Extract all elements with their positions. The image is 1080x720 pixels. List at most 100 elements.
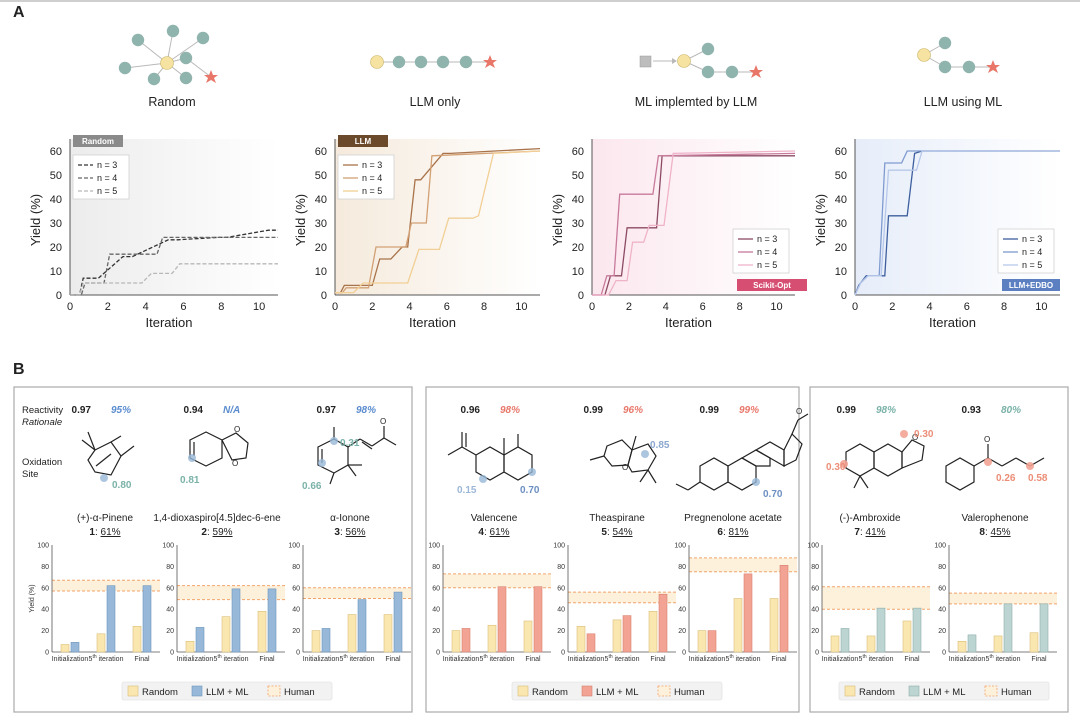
x-tick-label: 5th iteration bbox=[859, 654, 894, 663]
legend-label: n = 5 bbox=[362, 186, 382, 196]
bar-random bbox=[347, 614, 357, 653]
site-label: 0.58 bbox=[1028, 473, 1048, 484]
x-tick-label: 5th iteration bbox=[605, 654, 640, 663]
site-label: 0.81 bbox=[180, 475, 200, 486]
legend-swatch-human bbox=[267, 685, 281, 697]
y-tick-label: 20 bbox=[557, 628, 565, 635]
y-tick-label: 10 bbox=[572, 266, 584, 278]
molecule-headers: 0.97 95% (+)-α-Pinene 1: 61% 0.94 N/A 1,4-diox… bbox=[72, 405, 1029, 538]
bar-random bbox=[60, 644, 70, 653]
y-tick-label: 80 bbox=[678, 564, 686, 571]
bar-random bbox=[451, 630, 461, 653]
y-tick-label: 40 bbox=[50, 194, 62, 206]
x-tick-label: 10 bbox=[1035, 301, 1047, 313]
legend-label: n = 4 bbox=[362, 173, 382, 183]
legend-swatch-random bbox=[844, 685, 856, 697]
site-label: 0.66 bbox=[302, 481, 322, 492]
y-tick-label: 20 bbox=[166, 628, 174, 635]
label-llm-using-ml: LLM using ML bbox=[924, 95, 1003, 109]
bar-llm-ml bbox=[461, 628, 471, 653]
legend-box bbox=[337, 154, 395, 200]
site-label: 0.15 bbox=[457, 485, 477, 496]
svg-text:O: O bbox=[622, 463, 628, 472]
chart-badge bbox=[1002, 279, 1060, 291]
star-icon bbox=[204, 70, 218, 83]
human-band bbox=[949, 593, 1057, 604]
x-tick-label: Final bbox=[904, 656, 920, 663]
x-tick-label: Initialization bbox=[443, 656, 480, 663]
structure-pregnenolone: O bbox=[675, 407, 809, 491]
bar-chart-5: 0 20 40 60 80 100 Initialization 5th iteration F… bbox=[553, 543, 676, 663]
series-line-1 bbox=[70, 229, 278, 296]
legend-box bbox=[72, 154, 130, 200]
x-tick-label: 5th iteration bbox=[480, 654, 515, 663]
human-band bbox=[177, 585, 285, 600]
bar-random bbox=[957, 640, 967, 653]
x-tick-label: 4 bbox=[926, 301, 932, 313]
y-tick-label: 50 bbox=[835, 170, 847, 182]
molecule-yield: 1: 61% bbox=[89, 527, 120, 538]
rationale-score: 98% bbox=[500, 405, 520, 416]
reactivity-score: 0.99 bbox=[700, 405, 720, 416]
y-tick-label: 100 bbox=[428, 543, 440, 550]
y-tick-label: 40 bbox=[166, 607, 174, 614]
reactivity-score: 0.99 bbox=[837, 405, 857, 416]
schematic-llm-using-ml bbox=[917, 36, 1000, 74]
svg-text:O: O bbox=[232, 459, 238, 468]
x-tick-label: Initialization bbox=[949, 656, 986, 663]
y-tick-label: 100 bbox=[288, 543, 300, 550]
y-tick-label: 30 bbox=[315, 218, 327, 230]
site-label: 0.31 bbox=[340, 438, 360, 449]
bar-llm-ml bbox=[707, 630, 717, 653]
rationale-score: N/A bbox=[223, 405, 240, 416]
y-tick-label: 20 bbox=[572, 242, 584, 254]
y-tick-label: 60 bbox=[432, 585, 440, 592]
y-tick-label: 80 bbox=[432, 564, 440, 571]
y-tick-label: 100 bbox=[934, 543, 946, 550]
legend-label-random: Random bbox=[532, 687, 568, 698]
x-tick-label: Final bbox=[771, 656, 787, 663]
x-tick-label: 0 bbox=[332, 301, 338, 313]
y-tick-label: 10 bbox=[315, 266, 327, 278]
x-tick-label: Final bbox=[1031, 656, 1047, 663]
bar-random bbox=[132, 626, 142, 653]
x-tick-label: Final bbox=[385, 656, 401, 663]
human-band bbox=[303, 587, 411, 599]
legend-box bbox=[997, 228, 1055, 274]
y-tick-label: 0 bbox=[561, 650, 565, 657]
line-chart-1: 0 10 20 30 40 50 60 0 2 4 6 8 10 Iteration Yield (%) Ra… bbox=[28, 135, 278, 330]
bar-random bbox=[257, 611, 267, 653]
y-tick-label: 20 bbox=[292, 628, 300, 635]
molecule-name: 1,4-dioxaspiro[4.5]dec-6-ene bbox=[153, 513, 281, 524]
bar-random bbox=[96, 633, 106, 653]
legend-swatch-llm bbox=[191, 685, 203, 697]
legend-label: n = 4 bbox=[97, 173, 117, 183]
y-tick-label: 60 bbox=[557, 585, 565, 592]
bar-random bbox=[902, 620, 912, 653]
bar-random bbox=[523, 620, 533, 653]
series-line-2 bbox=[592, 152, 796, 296]
chart-badge-label: LLM+EDBO bbox=[1009, 281, 1053, 290]
y-tick-label: 60 bbox=[315, 146, 327, 158]
x-tick-label: Final bbox=[259, 656, 275, 663]
x-tick-label: 6 bbox=[444, 301, 450, 313]
x-tick-label: 4 bbox=[663, 301, 669, 313]
series-line-3 bbox=[592, 150, 796, 296]
svg-text:O: O bbox=[984, 435, 990, 444]
molecule-name: (+)-α-Pinene bbox=[77, 513, 134, 524]
molecule-8: 0.93 80% Valerophenone 8: 45% bbox=[961, 405, 1029, 538]
y-tick-label: 60 bbox=[938, 585, 946, 592]
bar-llm-ml bbox=[195, 627, 205, 653]
y-axis-label: Yield (%) bbox=[29, 584, 36, 612]
legend-label: n = 4 bbox=[757, 247, 777, 257]
y-tick-label: 60 bbox=[50, 146, 62, 158]
molecule-name: Pregnenolone acetate bbox=[684, 513, 782, 524]
site-label: 0.26 bbox=[996, 473, 1016, 484]
x-axis-label: Iteration bbox=[146, 315, 193, 330]
molecule-4: 0.96 98% Valencene 4: 61% bbox=[461, 405, 521, 538]
group-frame-2 bbox=[425, 386, 800, 713]
reactivity-score: 0.94 bbox=[184, 405, 204, 416]
group-legend-3: Random LLM + ML Human bbox=[838, 681, 1050, 701]
